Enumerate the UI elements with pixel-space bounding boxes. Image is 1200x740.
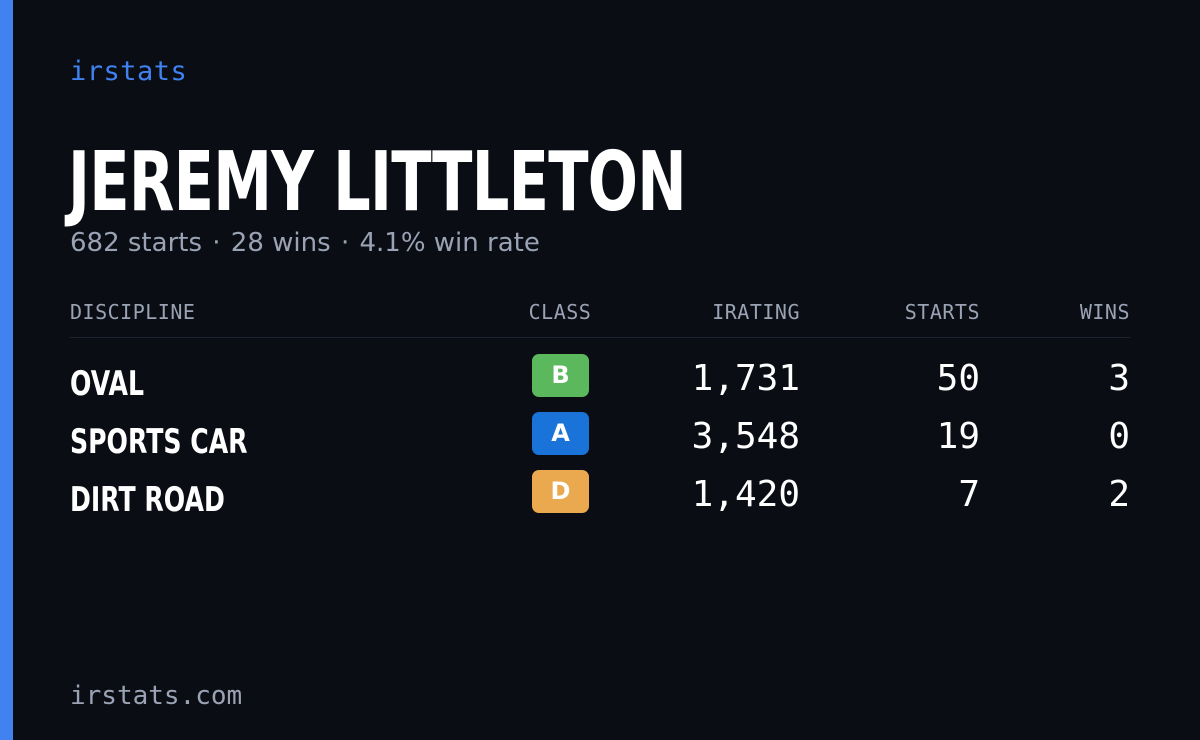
class-badge: D [532, 470, 589, 513]
discipline-name: OVAL [70, 364, 144, 404]
column-header-wins: WINS [1079, 300, 1130, 324]
starts-value: 7 [958, 474, 980, 515]
wins-value: 3 [1108, 358, 1130, 399]
irating-value: 1,731 [691, 358, 800, 399]
player-summary: 682 starts · 28 wins · 4.1% win rate [70, 228, 540, 258]
starts-value: 50 [936, 358, 980, 399]
brand-logo-text: irstats [70, 56, 188, 87]
table-body: OVAL B 1,731 50 3 SPORTS CAR A 3,548 19 … [70, 354, 1130, 528]
irating-value: 3,548 [691, 416, 800, 457]
separator: · [212, 228, 221, 258]
table-header-row: DISCIPLINE CLASS IRATING STARTS WINS [70, 300, 1130, 338]
wins-value: 2 [1108, 474, 1130, 515]
table-row: DIRT ROAD D 1,420 7 2 [70, 470, 1130, 528]
discipline-name: DIRT ROAD [70, 480, 225, 520]
starts-value: 19 [936, 416, 980, 457]
player-name: JEREMY LITTLETON [68, 135, 687, 230]
class-badge: B [532, 354, 589, 397]
footer-url: irstats.com [70, 681, 243, 711]
winrate-summary: 4.1% win rate [359, 228, 540, 258]
column-header-discipline: DISCIPLINE [70, 300, 196, 324]
column-header-class: CLASS [528, 300, 592, 324]
column-header-starts: STARTS [904, 300, 980, 324]
starts-summary: 682 starts [70, 228, 202, 258]
discipline-name: SPORTS CAR [70, 422, 248, 462]
class-badge: A [532, 412, 589, 455]
accent-bar [0, 0, 13, 740]
irating-value: 1,420 [691, 474, 800, 515]
table-row: OVAL B 1,731 50 3 [70, 354, 1130, 412]
table-row: SPORTS CAR A 3,548 19 0 [70, 412, 1130, 470]
separator: · [340, 228, 350, 258]
wins-value: 0 [1108, 416, 1130, 457]
wins-summary: 28 wins [230, 228, 331, 258]
stats-table: DISCIPLINE CLASS IRATING STARTS WINS OVA… [70, 300, 1130, 520]
column-header-irating: IRATING [712, 300, 800, 324]
